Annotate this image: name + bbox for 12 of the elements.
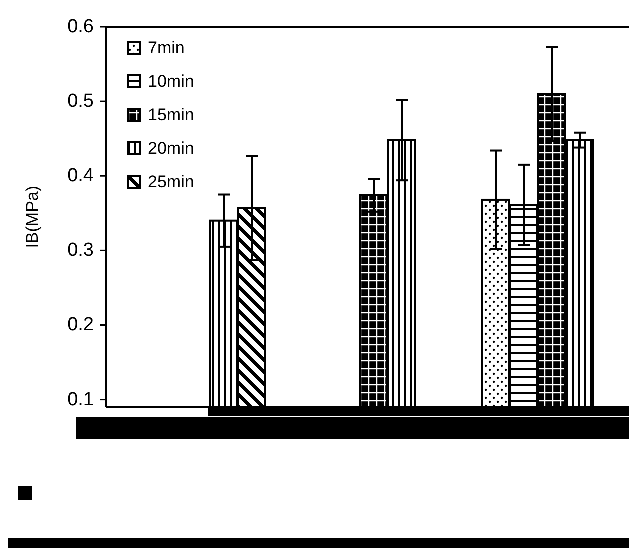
legend-label: 25min xyxy=(148,172,194,192)
legend-label: 20min xyxy=(148,139,194,158)
legend-label: 7min xyxy=(148,38,185,58)
legend-label: 15min xyxy=(148,106,194,124)
y-tick-label: 0.1 xyxy=(68,389,94,410)
y-tick-label: 0.6 xyxy=(68,16,94,38)
y-tick-label: 0.4 xyxy=(68,166,94,187)
y-tick-label: 0.3 xyxy=(68,240,94,262)
y-axis-title: IB(MPa) xyxy=(23,186,42,248)
y-tick-label: 0.2 xyxy=(68,314,94,336)
y-tick-label: 0.5 xyxy=(68,91,94,112)
legend-label: 10min xyxy=(148,72,194,91)
